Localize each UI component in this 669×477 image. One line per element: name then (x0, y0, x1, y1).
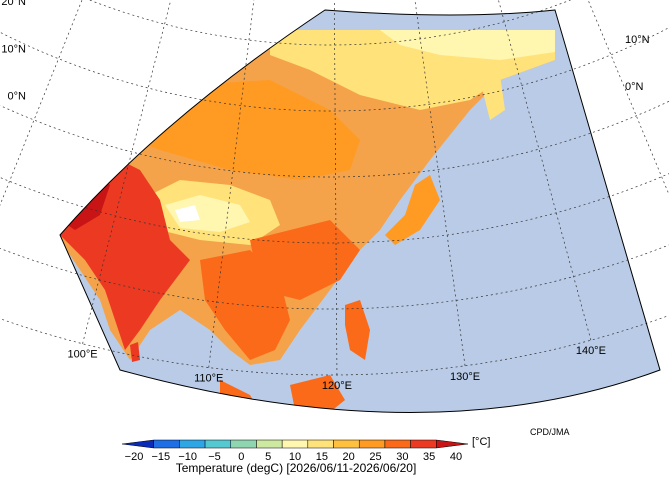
indochina-zone (200, 250, 290, 360)
meridian-line (659, 0, 669, 86)
colorbar-swatch (179, 439, 206, 449)
colorbar-swatch (230, 439, 257, 449)
colorbar-swatch (307, 439, 334, 449)
longitude-label-bottom: 140°E (576, 345, 606, 357)
colorbar-swatch (384, 439, 411, 449)
longitude-labels-bottom: 60°E70°E80°E90°E100°E110°E120°E130°E140°… (68, 345, 606, 392)
parallel-line (0, 27, 669, 112)
sri-lanka-island (130, 342, 140, 362)
colorbar-swatch (333, 439, 360, 449)
colorbar-tick-label: 0 (238, 451, 244, 463)
meridian-line (0, 0, 52, 179)
credit-label: CPD/JMA (530, 427, 570, 437)
parallel-line (88, 0, 572, 46)
colorbar-tick-label: 15 (316, 451, 328, 463)
longitude-label-bottom: 120°E (322, 380, 352, 392)
colorbar-swatch (410, 439, 437, 449)
latitude-labels-right: 0°N10°N20°N30°N40°N50°N60°N70°N80°N (625, 34, 650, 93)
colorbar-tick-label: −15 (151, 451, 170, 463)
colorbar-unit: [°C] (472, 436, 490, 448)
colorbar-swatch (436, 439, 469, 449)
colorbar-tick-label: 30 (396, 451, 408, 463)
philippines-islands (345, 300, 370, 360)
tibet-snow-zone (175, 205, 200, 222)
colorbar-swatch (121, 439, 154, 449)
colorbar-tick-label: 20 (343, 451, 355, 463)
colorbar-tick-label: 35 (423, 451, 435, 463)
colorbar-caption: Temperature (degC) [2026/06/11-2026/06/2… (176, 461, 417, 475)
longitude-label-bottom: 130°E (450, 371, 480, 383)
latitude-label-left: 10°N (1, 43, 26, 55)
colorbar-tick-label: −20 (125, 451, 144, 463)
tibet-core-zone (165, 195, 250, 232)
colorbar-tick-label: 25 (369, 451, 381, 463)
latitude-label-left: 20°N (1, 0, 26, 8)
colorbar-tick-label: 40 (450, 451, 462, 463)
japan-islands (385, 175, 440, 245)
colorbar-swatch (358, 439, 386, 449)
colorbar-swatch (204, 439, 232, 449)
latitude-label-left: 0°N (8, 91, 27, 103)
map-frame (59, 9, 661, 413)
colorbar-tick-label: 5 (265, 451, 271, 463)
colorbar-swatch (256, 439, 283, 449)
parallel-line (0, 315, 669, 376)
longitude-label-bottom: 100°E (68, 349, 98, 361)
colorbar-swatch (281, 439, 309, 449)
latitude-label-right: 0°N (625, 81, 644, 93)
latitude-labels-left: 0°N10°N20°N30°N40°N50°N60°N70°N80°N (1, 0, 26, 103)
graticule (0, 0, 669, 376)
latitude-label-right: 10°N (625, 34, 650, 46)
colorbar-tick-label: −10 (178, 451, 197, 463)
arctic-coast-zone (380, 30, 555, 60)
colorbar-tick-label: 10 (289, 451, 301, 463)
colorbar: −20 −15 −10 −5 0 5 10 15 20 25 30 35 40 (121, 439, 469, 463)
kamchatka-peninsula (480, 75, 505, 120)
colorbar-swatch (153, 439, 180, 449)
colorbar-tick-label: −5 (208, 451, 221, 463)
longitude-label-bottom: 110°E (194, 373, 223, 385)
